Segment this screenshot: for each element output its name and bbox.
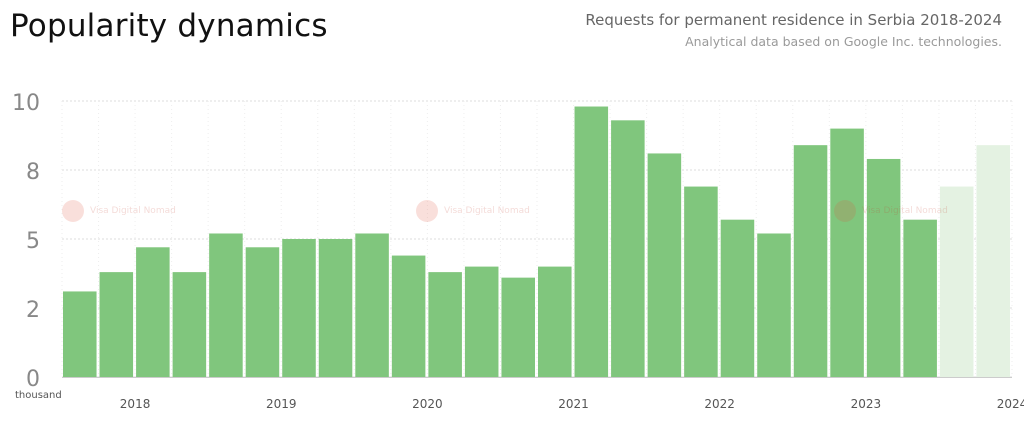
bar [428,272,462,377]
watermark-logo-icon [834,200,856,222]
bar [464,266,499,377]
forecast-bar [939,186,974,377]
bar [136,247,170,377]
bar [684,186,718,377]
bar [757,233,791,377]
bar [903,219,937,377]
bar [720,219,755,377]
y-tick-label: 8 [26,160,40,185]
chart-subtitle: Requests for permanent residence in Serb… [585,11,1002,29]
y-tick-label: 2 [26,298,40,323]
bar [355,233,389,377]
bar [172,272,207,377]
bar [866,158,901,377]
watermark: Visa Digital Nomad [834,200,948,222]
bar [209,233,243,377]
bar [647,153,682,377]
y-tick-label: 10 [12,91,40,116]
watermark: Visa Digital Nomad [416,200,530,222]
x-tick-label: 2022 [704,397,735,411]
bar [318,239,353,377]
x-tick-label: 2021 [558,397,589,411]
x-tick-label: 2018 [120,397,151,411]
forecast-bar [976,145,1010,377]
bar [538,266,572,377]
watermark-logo-icon [62,200,84,222]
y-tick-label: 0 [26,367,40,392]
x-tick-label: 2019 [266,397,297,411]
watermark-text: Visa Digital Nomad [444,206,530,216]
watermark-text: Visa Digital Nomad [90,206,176,216]
bar [501,277,535,377]
y-axis-unit: thousand [15,390,62,401]
bar [574,106,609,378]
page-title: Popularity dynamics [10,8,328,44]
bar [391,255,426,377]
source-note: Analytical data based on Google Inc. tec… [685,34,1002,49]
bar [611,120,645,377]
x-tick-label: 2023 [851,397,882,411]
watermark-logo-icon [416,200,438,222]
x-tick-label: 2024 [997,397,1024,411]
bar [99,272,134,377]
watermark: Visa Digital Nomad [62,200,176,222]
bar [245,247,280,377]
y-tick-label: 5 [26,229,40,254]
bar [793,145,828,377]
bar [282,239,316,377]
bar [830,128,864,377]
bar [63,291,97,377]
x-tick-label: 2020 [412,397,443,411]
watermark-text: Visa Digital Nomad [862,206,948,216]
